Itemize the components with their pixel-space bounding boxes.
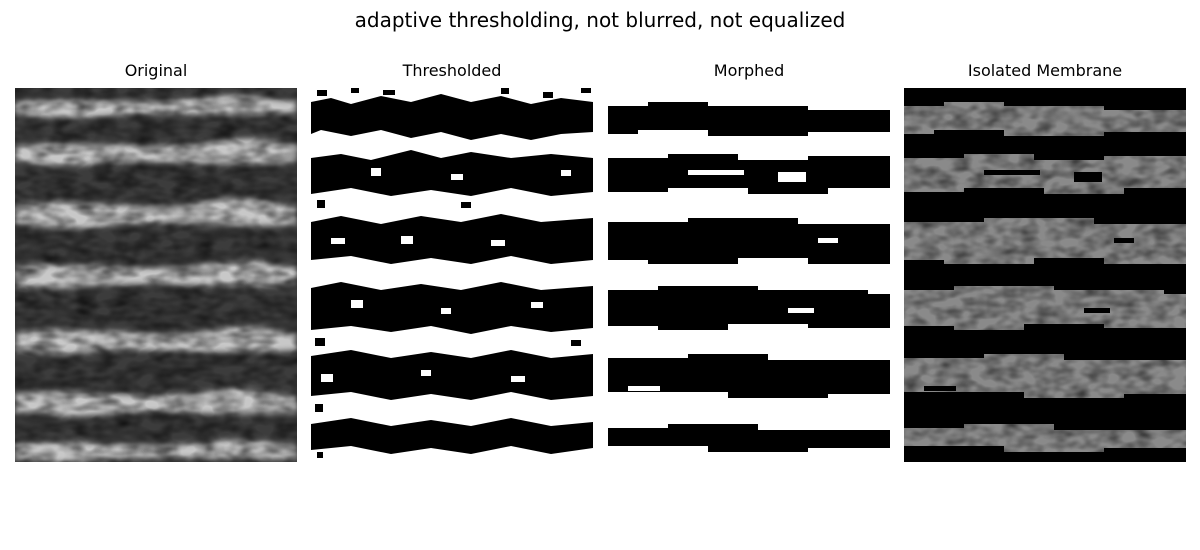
morphed-binary-image — [608, 88, 890, 462]
panel-title-isolated-membrane: Isolated Membrane — [967, 61, 1123, 80]
isolated-membrane-image — [904, 88, 1186, 462]
panel-title-thresholded: Thresholded — [402, 61, 502, 80]
panel-original: Original — [15, 60, 297, 462]
panel-thresholded: Thresholded — [311, 60, 593, 462]
panel-morphed: Morphed — [608, 60, 890, 462]
original-grayscale-image — [15, 88, 297, 462]
figure-title: adaptive thresholding, not blurred, not … — [354, 8, 846, 32]
panel-title-morphed: Morphed — [713, 61, 785, 80]
panel-title-original: Original — [124, 61, 188, 80]
thresholded-binary-image — [311, 88, 593, 462]
panel-isolated-membrane: Isolated Membrane — [904, 60, 1186, 462]
